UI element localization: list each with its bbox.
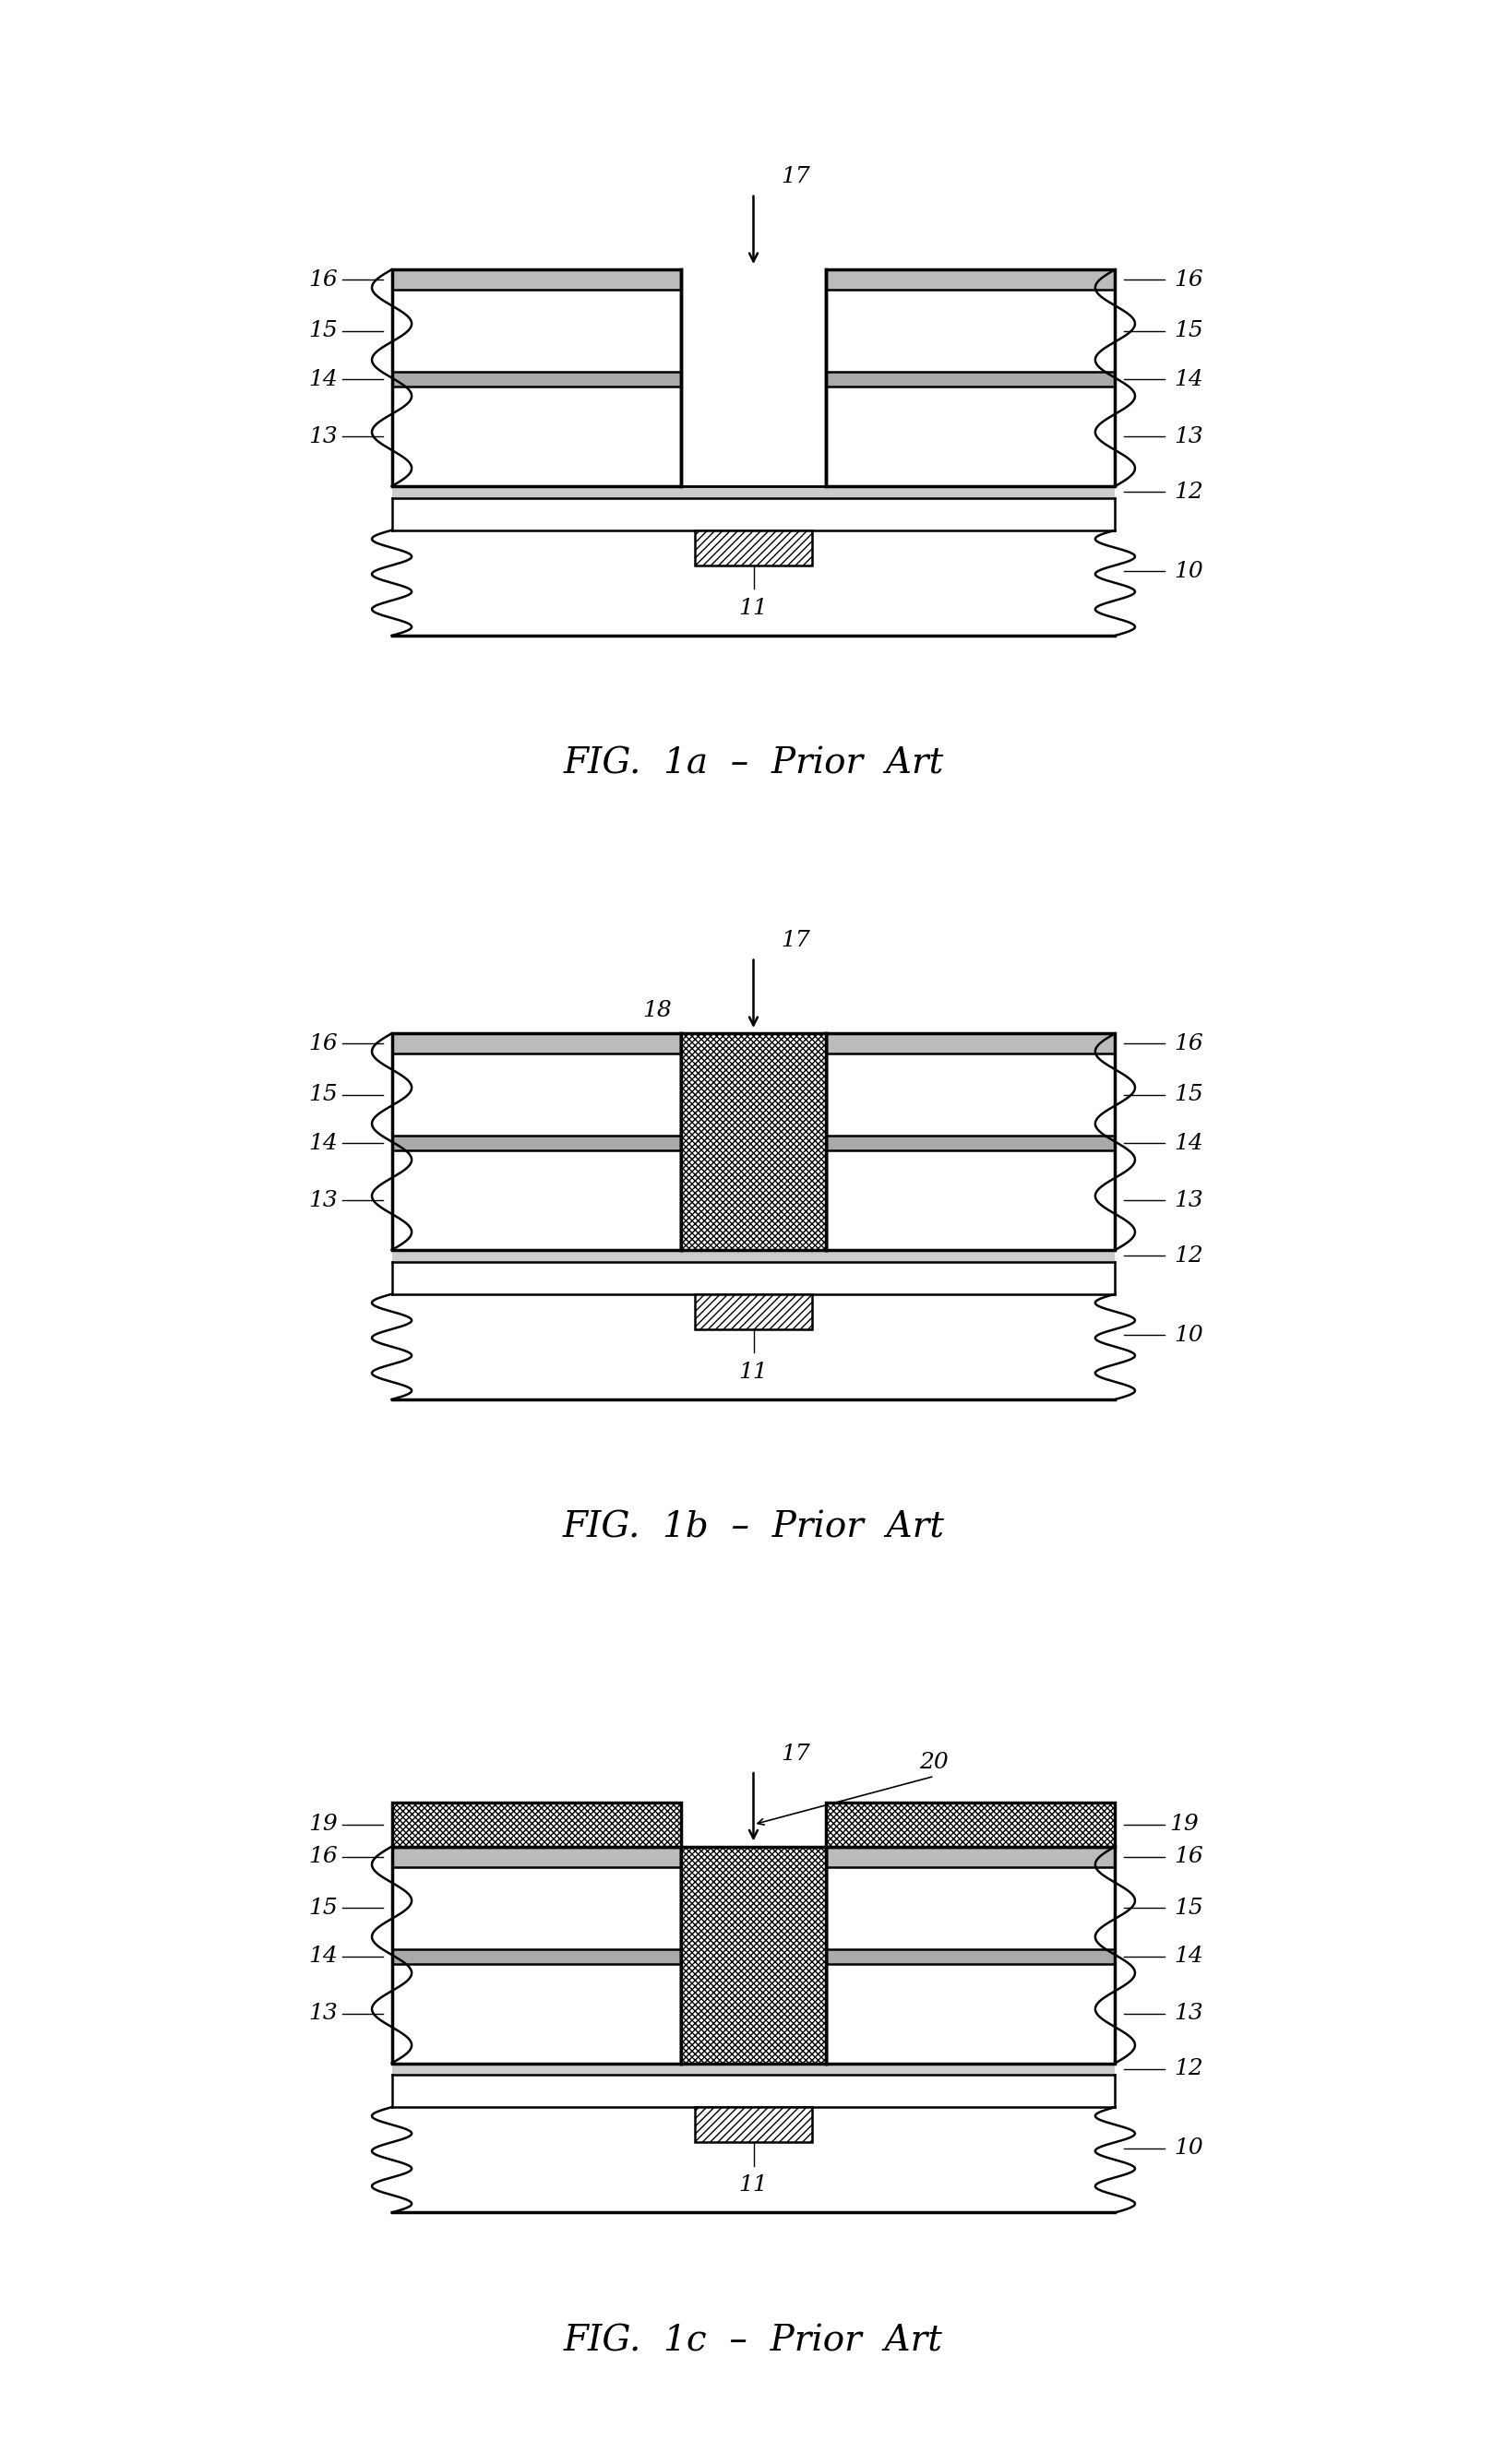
Text: FIG.  1a  –  Prior  Art: FIG. 1a – Prior Art	[563, 747, 943, 781]
Text: 14: 14	[309, 370, 337, 389]
Bar	[825, 1804, 1114, 1846]
Text: 15: 15	[1173, 1897, 1202, 1919]
Bar	[825, 1032, 1114, 1055]
Bar	[694, 530, 812, 564]
Bar	[825, 1868, 1114, 1949]
Text: 13: 13	[1173, 1190, 1202, 1210]
Bar	[681, 1846, 825, 2062]
Bar	[392, 291, 681, 372]
Bar	[392, 1804, 681, 1846]
Text: 15: 15	[309, 1897, 337, 1919]
Text: 15: 15	[309, 320, 337, 342]
Bar	[392, 1294, 1114, 1400]
Bar	[825, 1846, 1114, 2062]
Text: 17: 17	[780, 165, 809, 187]
Text: 17: 17	[780, 929, 809, 951]
Bar	[825, 269, 1114, 485]
Bar	[694, 2107, 812, 2141]
Text: 14: 14	[1173, 1947, 1202, 1966]
Text: 11: 11	[738, 2176, 768, 2195]
Bar	[825, 1964, 1114, 2062]
Bar	[392, 1846, 681, 1868]
Text: 11: 11	[738, 1360, 768, 1382]
Text: 14: 14	[1173, 1133, 1202, 1153]
Bar	[392, 1868, 681, 1949]
Bar	[392, 2107, 1114, 2213]
Text: 12: 12	[1173, 1244, 1202, 1266]
Text: 16: 16	[309, 1846, 337, 1868]
Bar	[392, 530, 1114, 636]
Text: 11: 11	[738, 596, 768, 618]
Bar	[825, 1949, 1114, 1964]
Bar	[694, 1294, 812, 1328]
Text: 15: 15	[309, 1084, 337, 1106]
Bar	[825, 1804, 1114, 1846]
Text: FIG.  1b  –  Prior  Art: FIG. 1b – Prior Art	[562, 1510, 944, 1545]
Text: 13: 13	[309, 426, 337, 446]
Bar	[392, 2062, 1114, 2075]
Text: 17: 17	[780, 1742, 809, 1764]
Bar	[681, 1032, 825, 1249]
Text: 18: 18	[643, 1814, 672, 1836]
Text: 16: 16	[1173, 1846, 1202, 1868]
Bar	[825, 1151, 1114, 1249]
Bar	[392, 387, 681, 485]
Bar	[392, 1846, 681, 2062]
Bar	[392, 269, 681, 291]
Bar	[825, 1846, 1114, 1868]
Text: 13: 13	[309, 1190, 337, 1210]
Text: 14: 14	[309, 1133, 337, 1153]
Bar	[825, 291, 1114, 372]
Text: 14: 14	[1173, 370, 1202, 389]
Bar	[392, 485, 1114, 498]
Bar	[694, 1294, 812, 1328]
Text: 10: 10	[1173, 1323, 1202, 1345]
Bar	[825, 387, 1114, 485]
Text: 19: 19	[1169, 1814, 1197, 1836]
Bar	[825, 1055, 1114, 1136]
Text: 12: 12	[1173, 2057, 1202, 2080]
Bar	[392, 1136, 681, 1151]
Bar	[392, 1249, 1114, 1262]
Bar	[392, 1804, 681, 1846]
Bar	[392, 1804, 681, 1846]
Bar	[825, 1032, 1114, 1249]
Bar	[694, 530, 812, 564]
Text: 13: 13	[1173, 426, 1202, 446]
Bar	[681, 1032, 825, 1249]
Bar	[392, 1964, 681, 2062]
Bar	[392, 1055, 681, 1136]
Text: 13: 13	[1173, 2003, 1202, 2023]
Text: 10: 10	[1173, 2136, 1202, 2158]
Text: 19: 19	[309, 1814, 337, 1836]
Bar	[392, 1032, 681, 1249]
Bar	[825, 372, 1114, 387]
Bar	[681, 1846, 825, 2062]
Bar	[392, 269, 681, 485]
Text: 16: 16	[1173, 269, 1202, 291]
Text: 13: 13	[309, 2003, 337, 2023]
Bar	[681, 1032, 825, 1249]
Text: 14: 14	[309, 1947, 337, 1966]
Bar	[392, 1032, 681, 1055]
Bar	[681, 1846, 825, 2062]
Bar	[392, 1151, 681, 1249]
Bar	[392, 1949, 681, 1964]
Bar	[825, 1804, 1114, 1846]
Text: 18: 18	[643, 1000, 672, 1023]
Text: 20: 20	[919, 1752, 949, 1774]
Bar	[694, 2107, 812, 2141]
Bar	[392, 372, 681, 387]
Bar	[825, 1136, 1114, 1151]
Text: 12: 12	[1173, 480, 1202, 503]
Text: 10: 10	[1173, 559, 1202, 582]
Text: 16: 16	[309, 269, 337, 291]
Text: 15: 15	[1173, 1084, 1202, 1106]
Text: FIG.  1c  –  Prior  Art: FIG. 1c – Prior Art	[563, 2324, 943, 2358]
Text: 16: 16	[309, 1032, 337, 1055]
Text: 16: 16	[1173, 1032, 1202, 1055]
Bar	[825, 269, 1114, 291]
Text: 15: 15	[1173, 320, 1202, 342]
